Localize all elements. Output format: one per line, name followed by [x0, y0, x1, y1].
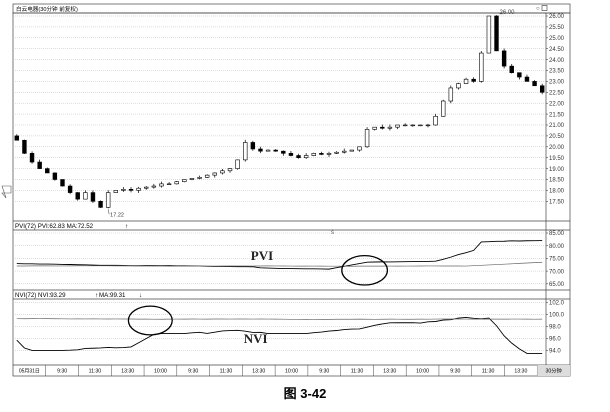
svg-text:19.00: 19.00 — [549, 167, 565, 173]
svg-text:17.22: 17.22 — [110, 212, 124, 218]
svg-text:100.0: 100.0 — [549, 313, 565, 319]
svg-text:9:30: 9:30 — [319, 369, 329, 375]
svg-text:PVI(72) PVI:62.83 MA:72.52: PVI(72) PVI:62.83 MA:72.52 — [15, 223, 94, 230]
svg-text:25.50: 25.50 — [549, 25, 565, 31]
svg-text:11:30: 11:30 — [351, 369, 364, 375]
svg-text:26.00: 26.00 — [500, 10, 516, 16]
svg-text:白云电器(30分钟 前复权): 白云电器(30分钟 前复权) — [16, 5, 78, 13]
svg-text:65.00: 65.00 — [549, 282, 565, 288]
svg-text:94.0: 94.0 — [549, 349, 561, 355]
svg-text:23.00: 23.00 — [549, 80, 565, 86]
svg-text:13:30: 13:30 — [252, 369, 265, 375]
svg-text:22.50: 22.50 — [549, 91, 565, 97]
svg-text:24.00: 24.00 — [549, 58, 565, 64]
svg-text:9:30: 9:30 — [450, 369, 460, 375]
svg-text:18.00: 18.00 — [549, 189, 565, 195]
svg-text:75.00: 75.00 — [549, 257, 565, 263]
svg-text:96.0: 96.0 — [549, 337, 561, 343]
svg-text:98.0: 98.0 — [549, 325, 561, 331]
svg-text:102.0: 102.0 — [549, 301, 565, 307]
svg-text:↑: ↑ — [95, 292, 98, 299]
svg-text:80.00: 80.00 — [549, 244, 565, 250]
svg-text:9:30: 9:30 — [57, 369, 67, 375]
svg-text:22.00: 22.00 — [549, 101, 565, 107]
svg-text:11:30: 11:30 — [482, 369, 495, 375]
svg-text:NVI(72) NVI:93.29: NVI(72) NVI:93.29 — [15, 292, 66, 299]
svg-text:NVI: NVI — [244, 331, 268, 346]
svg-text:17.50: 17.50 — [549, 200, 565, 206]
svg-text:13:30: 13:30 — [121, 369, 134, 375]
svg-text:23.50: 23.50 — [549, 69, 565, 75]
svg-text:26.00: 26.00 — [549, 14, 565, 20]
svg-text:10:00: 10:00 — [416, 369, 429, 375]
svg-text:图 3-42: 图 3-42 — [284, 386, 327, 401]
svg-text:85.00: 85.00 — [549, 231, 565, 237]
svg-text:20.00: 20.00 — [549, 145, 565, 151]
svg-text:21.00: 21.00 — [549, 123, 565, 129]
svg-text:18.50: 18.50 — [549, 178, 565, 184]
svg-text:PVI: PVI — [251, 248, 273, 263]
svg-text:10:00: 10:00 — [285, 369, 298, 375]
svg-text:30分钟: 30分钟 — [546, 367, 562, 375]
svg-text:↑: ↑ — [125, 223, 128, 230]
svg-text:9:30: 9:30 — [188, 369, 198, 375]
svg-text:13:30: 13:30 — [383, 369, 396, 375]
svg-text:05月31日: 05月31日 — [19, 369, 40, 375]
svg-text:70.00: 70.00 — [549, 269, 565, 275]
svg-text:21.50: 21.50 — [549, 112, 565, 118]
svg-text:s: s — [331, 230, 334, 236]
svg-text:○: ○ — [536, 6, 540, 12]
svg-text:19.50: 19.50 — [549, 156, 565, 162]
svg-text:24.50: 24.50 — [549, 47, 565, 53]
svg-text:↓: ↓ — [139, 292, 142, 299]
svg-text:13:30: 13:30 — [514, 369, 527, 375]
svg-text:25.00: 25.00 — [549, 36, 565, 42]
svg-text:MA:99.31: MA:99.31 — [99, 292, 126, 299]
svg-text:10:00: 10:00 — [154, 369, 167, 375]
svg-text:11:30: 11:30 — [220, 369, 233, 375]
svg-text:20.50: 20.50 — [549, 134, 565, 140]
svg-text:11:30: 11:30 — [89, 369, 102, 375]
